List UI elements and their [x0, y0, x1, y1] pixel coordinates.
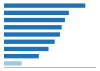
- bar: [4, 32, 60, 36]
- bar: [4, 18, 65, 22]
- bar: [4, 47, 49, 51]
- bar: [4, 54, 39, 58]
- bar: [4, 61, 22, 65]
- bar: [4, 40, 55, 44]
- chart-container: [0, 0, 100, 71]
- bar: [4, 11, 69, 15]
- x-axis-line: [4, 67, 96, 68]
- bar: [4, 3, 85, 7]
- chart-svg: [0, 0, 100, 71]
- bars: [4, 3, 85, 65]
- bar: [4, 25, 62, 29]
